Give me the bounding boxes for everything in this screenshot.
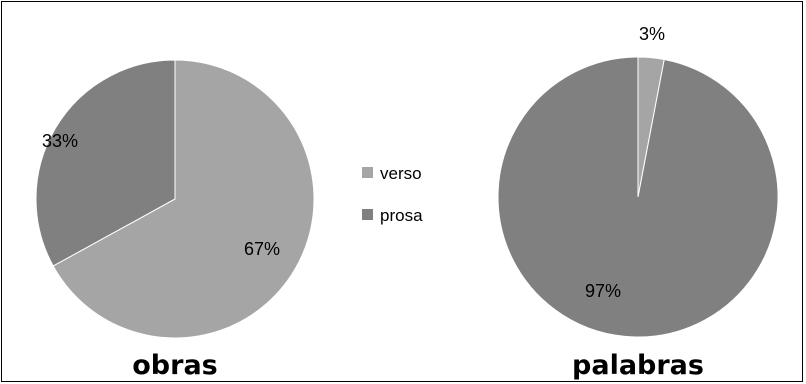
pie-slice-verso xyxy=(52,59,315,339)
data-label-prosa: 33% xyxy=(42,131,78,151)
pie-title-palabras: palabras xyxy=(572,350,704,381)
legend-swatch-prosa xyxy=(362,209,373,220)
data-label-verso: 3% xyxy=(639,24,665,44)
pie-slice-prosa xyxy=(35,59,176,267)
data-label-verso: 67% xyxy=(244,239,280,259)
legend-label-prosa: prosa xyxy=(380,206,423,225)
legend: verso prosa xyxy=(362,164,423,225)
data-label-prosa: 97% xyxy=(585,281,621,301)
pie-obras: 67% 33% xyxy=(35,59,315,339)
legend-swatch-verso xyxy=(362,167,373,178)
pie-slice-prosa xyxy=(497,56,779,338)
legend-label-verso: verso xyxy=(380,164,422,183)
pie-title-obras: obras xyxy=(132,350,217,381)
pie-palabras: 3% 97% xyxy=(497,24,779,338)
